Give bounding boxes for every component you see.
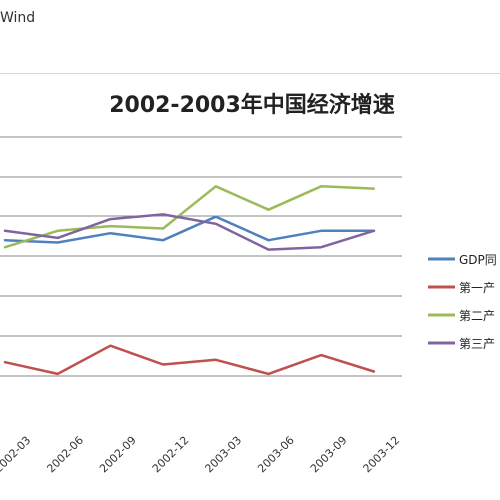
x-tick-label: 2003-03	[202, 434, 244, 476]
chart-title: 2002-2003年中国经济增速	[109, 92, 395, 118]
series-line-2	[3, 344, 376, 376]
x-axis-tick-labels: 2002-03 2002-06 2002-09 2002-12 2003-03 2003-…	[0, 434, 402, 476]
legend-label: 第二产	[459, 309, 495, 323]
legend-label: 第三产	[459, 337, 495, 351]
x-tick-label: 2002-06	[44, 434, 86, 476]
x-tick-label: 2003-06	[255, 434, 297, 476]
series-line-3	[3, 185, 376, 249]
x-tick-label: 2002-12	[150, 434, 192, 476]
series-line-4	[3, 213, 376, 251]
series-lines	[3, 185, 376, 376]
x-tick-label: 2003-12	[361, 434, 403, 476]
x-tick-label: 2003-09	[308, 434, 350, 476]
watermark-text: Wind	[0, 10, 36, 26]
legend-label: GDP同	[459, 253, 497, 267]
gridlines	[0, 136, 402, 377]
x-tick-label: 2002-09	[97, 434, 139, 476]
series-line-1	[3, 215, 376, 244]
x-tick-label: 2002-03	[0, 434, 33, 476]
legend-label: 第一产	[459, 281, 495, 295]
chart-frame	[0, 73, 500, 494]
